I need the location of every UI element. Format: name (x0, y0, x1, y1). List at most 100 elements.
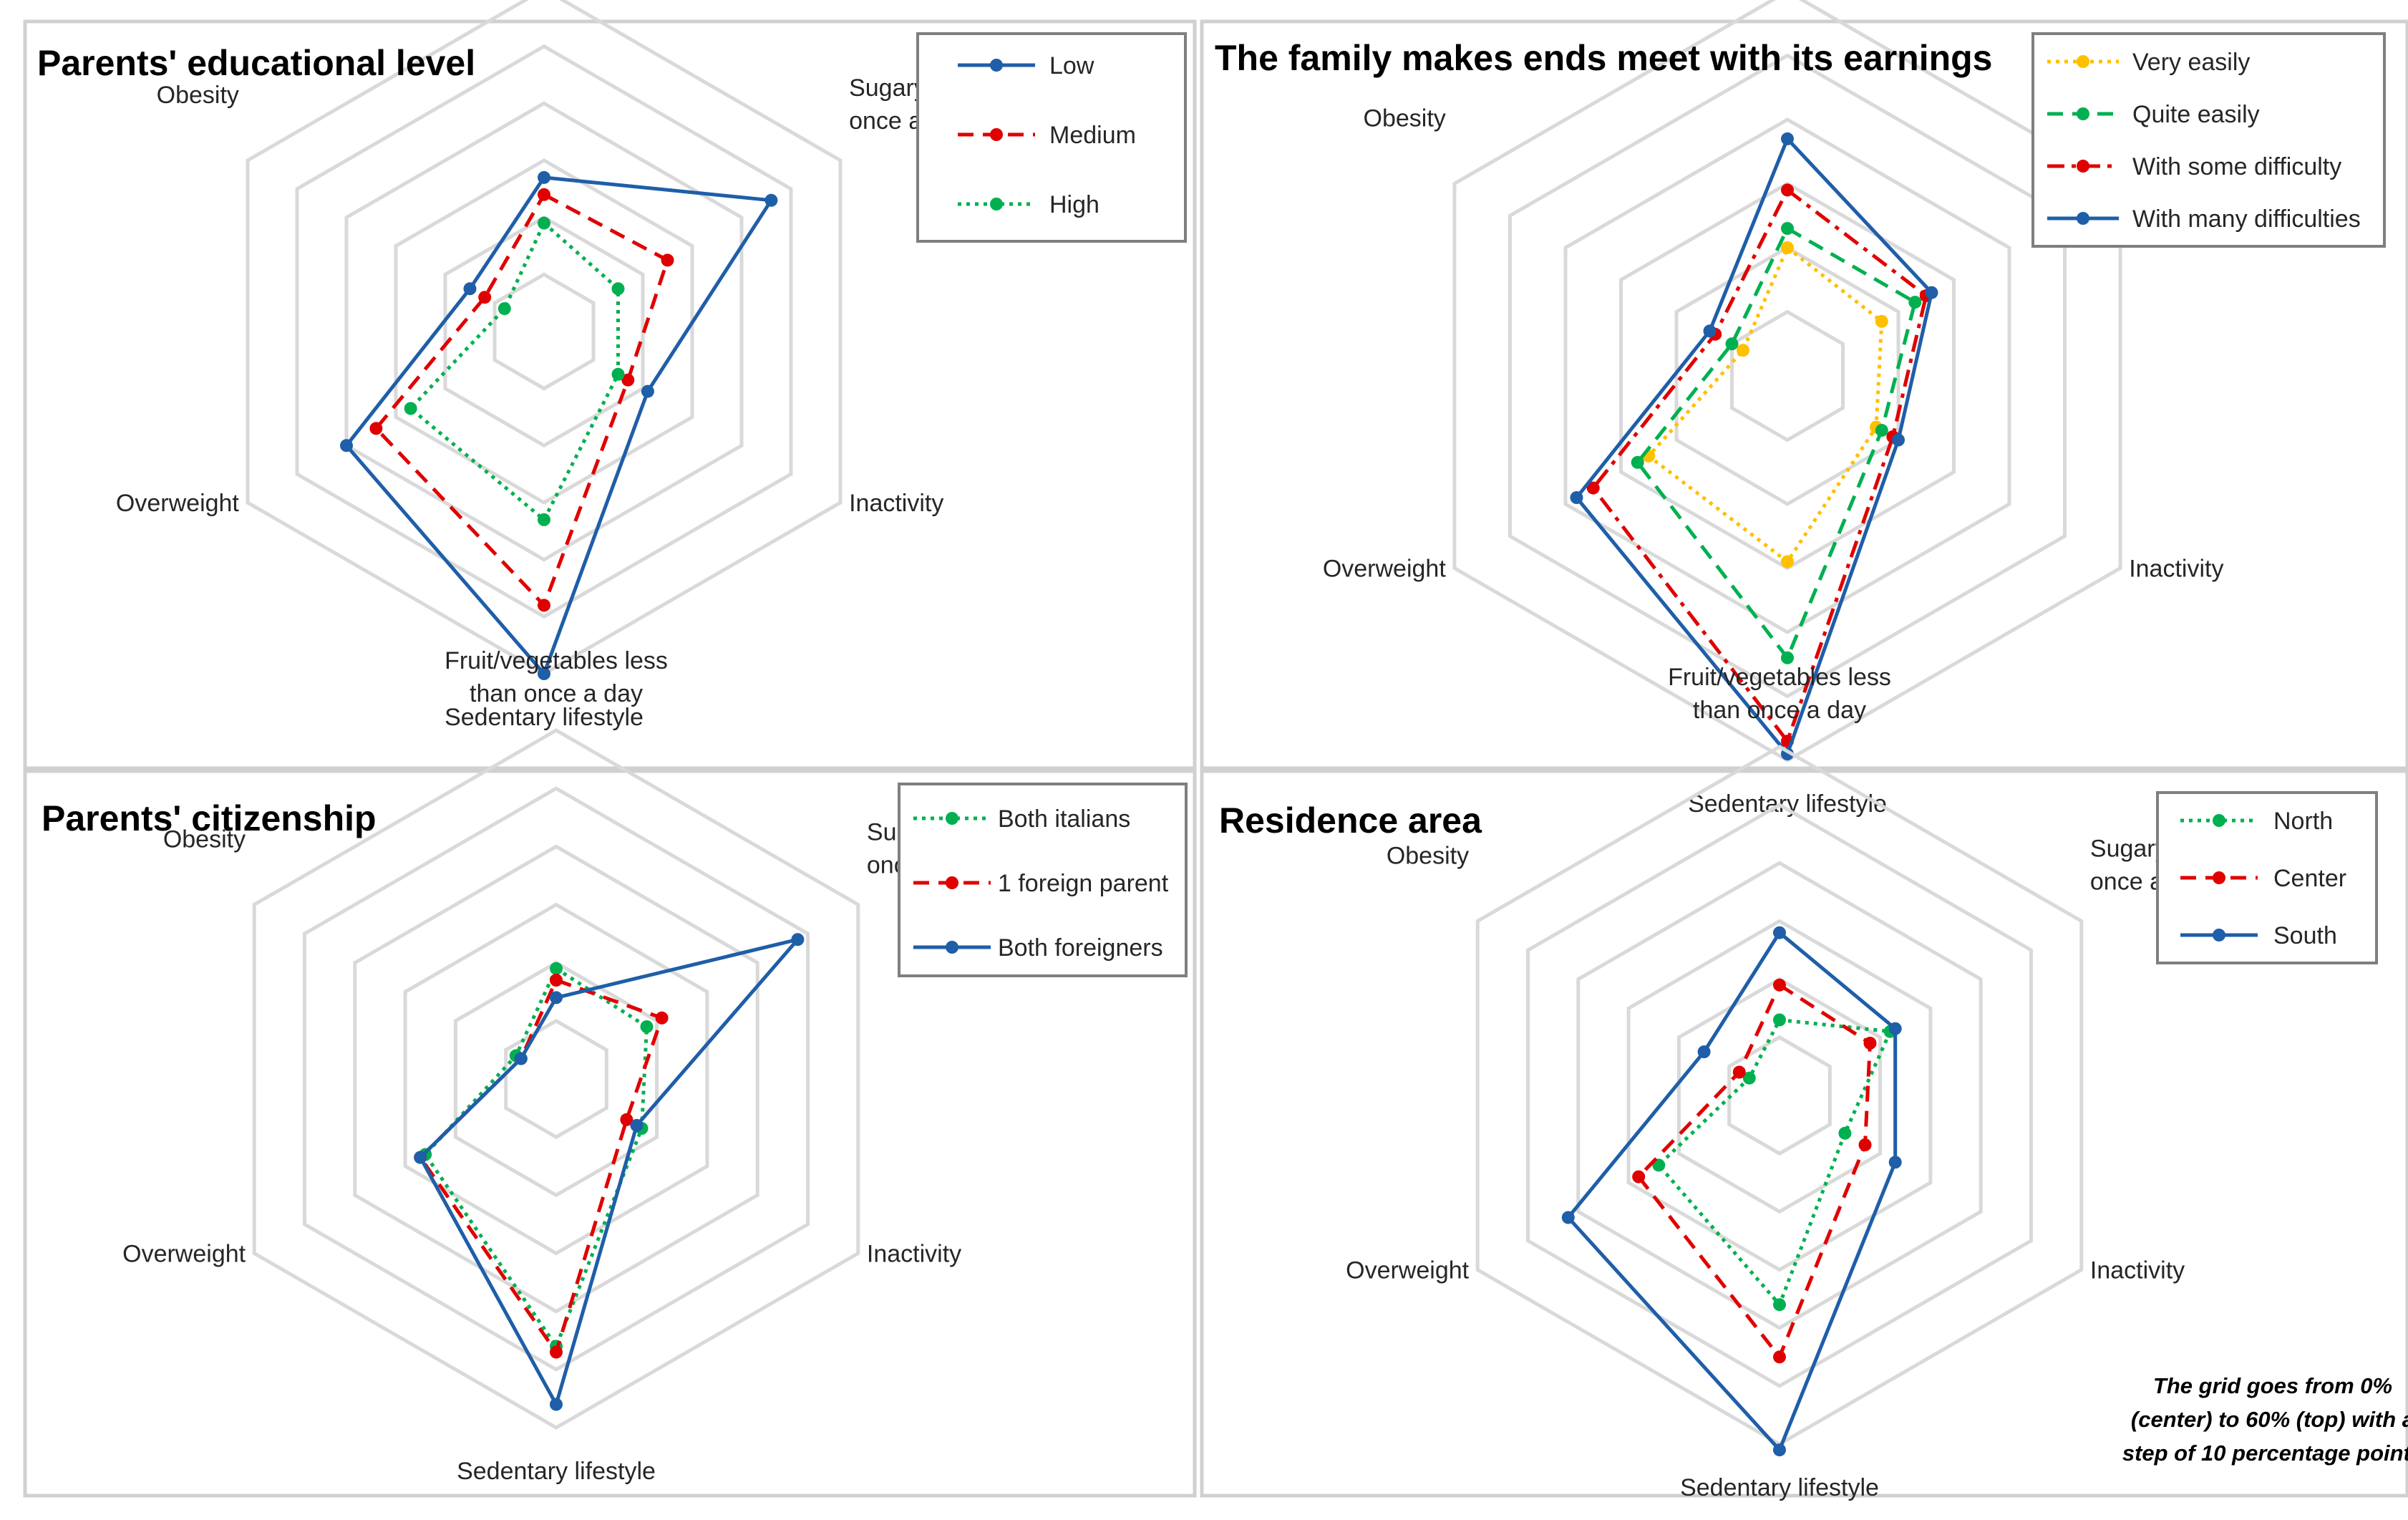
data-point (550, 962, 563, 975)
data-point (550, 1398, 563, 1411)
legend-label: Very easily (2132, 49, 2250, 76)
grid-ring-40 (353, 844, 759, 1314)
data-point (1632, 1170, 1646, 1183)
data-point (538, 216, 550, 230)
data-point (514, 1052, 528, 1065)
data-point (661, 253, 674, 267)
legend-label: Quite easily (2132, 101, 2260, 128)
grid-ring-50 (303, 786, 810, 1372)
grid-note: The grid goes from 0% (center) to 60% (t… (2122, 1373, 2408, 1466)
grid-ring-50 (295, 44, 793, 619)
grid-note-line-2: (center) to 60% (top) with a (2131, 1407, 2408, 1432)
axis-label: Fruit/vegetables less (1668, 664, 1891, 691)
data-point (1875, 424, 1888, 437)
panel-title: Parents' citizenship (42, 798, 377, 838)
panel-border (1200, 769, 2408, 1498)
data-point (538, 513, 550, 526)
data-point (1781, 651, 1794, 664)
legend-swatch-marker (2077, 107, 2089, 120)
axis-label: Inactivity (2090, 1257, 2185, 1284)
panel-border (23, 769, 1197, 1498)
axis-label: Overweight (1323, 556, 1447, 583)
data-point (620, 1113, 633, 1126)
data-point (550, 1345, 563, 1359)
data-point (1773, 1013, 1786, 1027)
data-point (630, 1118, 644, 1132)
data-point (1908, 296, 1922, 309)
grid-note-line-1: The grid goes from 0% (2153, 1373, 2392, 1398)
legend-swatch-marker (2213, 814, 2225, 827)
grid-ring-30 (1626, 919, 1933, 1272)
legend-swatch-marker (2077, 212, 2089, 225)
axis-label: than once a day (470, 680, 643, 707)
data-point (1875, 314, 1888, 328)
axis-label: Obesity (1387, 843, 1469, 870)
legend-label: High (1049, 191, 1099, 218)
legend-swatch-marker (990, 198, 1003, 210)
data-point (1742, 1071, 1756, 1085)
data-point (1781, 555, 1794, 568)
data-point (1858, 1138, 1872, 1151)
axis-label: Inactivity (867, 1241, 961, 1268)
legend-swatch-marker (990, 59, 1003, 72)
axis-label: Inactivity (2129, 556, 2223, 583)
data-point (1737, 344, 1749, 357)
data-point (655, 1011, 669, 1025)
legend-swatch-marker (2213, 871, 2225, 884)
data-point (640, 1020, 654, 1033)
legend-swatch-marker (946, 812, 958, 825)
legend-label: Center (2273, 865, 2346, 892)
data-point (1586, 481, 1600, 495)
data-point (641, 384, 654, 398)
data-point (369, 422, 383, 435)
panel-title: Parents' educational level (37, 43, 475, 83)
grid-ring-10 (1727, 1035, 1832, 1156)
legend: North Center South (2156, 791, 2378, 964)
data-point (1561, 1211, 1575, 1224)
data-point (414, 1151, 427, 1164)
data-point (1838, 1126, 1852, 1140)
grid-ring-50 (1526, 803, 2033, 1388)
axis-label: Overweight (116, 490, 240, 517)
data-point (1773, 1443, 1786, 1457)
legend-label: Medium (1049, 122, 1136, 149)
legend-label: South (2273, 922, 2337, 949)
data-point (538, 188, 550, 201)
radar-panel-4: Residence area Fruit/vegetables less than … (1200, 664, 2408, 1501)
data-point (1773, 1298, 1786, 1312)
axis-label: Sedentary lifestyle (1688, 790, 1887, 818)
grid-ring-30 (394, 158, 694, 505)
grid-ring-40 (344, 101, 744, 562)
axis-label: Sedentary lifestyle (445, 704, 644, 731)
axis-label: Obesity (1364, 105, 1446, 132)
data-point (538, 599, 550, 612)
legend-swatch-marker (946, 941, 958, 954)
axis-label: Overweight (122, 1241, 246, 1268)
radar-panel-3: Parents' citizenship Fruit/vegetables les… (23, 647, 1197, 1498)
data-point (538, 667, 550, 680)
data-point (791, 933, 805, 947)
data-point (1888, 1156, 1902, 1169)
series-group (340, 170, 778, 680)
data-point (1725, 337, 1739, 351)
axis-label: than once a day (1693, 697, 1866, 724)
axis-label: Obesity (163, 826, 246, 853)
grid-ring-20 (1676, 977, 1883, 1214)
grid-ring-20 (1674, 246, 1900, 506)
radar-panel-1: Parents' educational level Fruit/vegetabl… (23, 0, 1197, 770)
legend: Both italians 1 foreign parent Both foreig… (898, 783, 1188, 977)
grid-ring-40 (1563, 117, 2011, 634)
data-point (1570, 491, 1583, 504)
series-group (1561, 926, 1902, 1457)
data-point (1773, 1350, 1786, 1364)
axis-label: Obesity (157, 82, 239, 109)
legend-label: With many difficulties (2132, 205, 2361, 233)
axis-label: Fruit/vegetables less (445, 647, 668, 674)
legend-label: North (2273, 808, 2333, 835)
data-point (1631, 455, 1644, 469)
data-point (764, 193, 778, 207)
panel-title: Residence area (1219, 800, 1482, 841)
data-point (1925, 286, 1938, 299)
